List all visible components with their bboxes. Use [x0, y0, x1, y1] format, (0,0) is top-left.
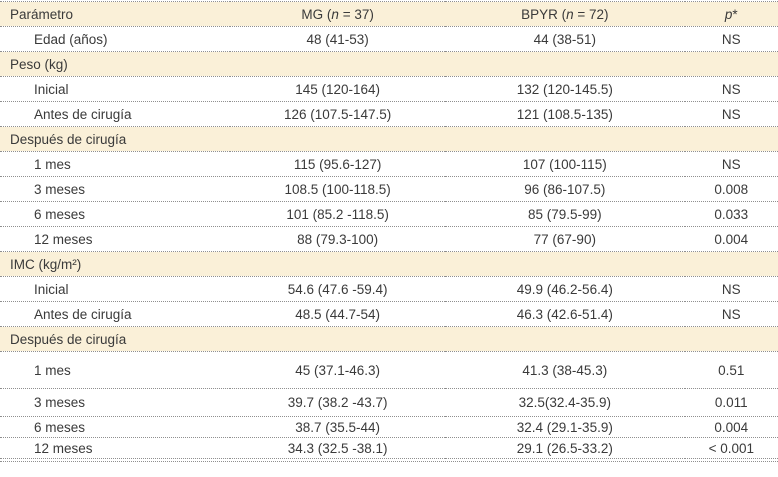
param-cell: 6 meses [34, 419, 86, 435]
mg-value-cell: 101 (85.2 -118.5) [286, 206, 389, 222]
section-row: IMC (kg/m²) [0, 251, 778, 277]
section-label: Peso (kg) [0, 51, 778, 77]
mg-value-cell: 45 (37.1-46.3) [295, 362, 381, 378]
table-row: Inicial 145 (120-164) 132 (120-145.5) NS [0, 77, 778, 102]
table-row: Antes de cirugía 126 (107.5-147.5) 121 (10… [0, 102, 778, 127]
param-cell: 3 meses [34, 395, 86, 410]
p-column-header: p* [724, 6, 738, 22]
p-value-cell: < 0.001 [708, 440, 755, 456]
param-cell: Antes de cirugía [34, 306, 132, 322]
header-row: Parámetro MG (n = 37) BPYR (n = 72) p* [0, 1, 778, 27]
bpyr-value-cell: 32.5(32.4-35.9) [518, 395, 611, 410]
mg-value-cell: 108.5 (100-118.5) [284, 181, 391, 197]
table-row: 1 mes 115 (95.6-127) 107 (100-115) NS [0, 152, 778, 177]
mg-value-cell: 145 (120-164) [295, 81, 381, 97]
section-row: Peso (kg) [0, 51, 778, 77]
table-row: 6 meses 38.7 (35.5-44) 32.4 (29.1-35.9) 0.0… [0, 417, 778, 438]
bpyr-value-cell: 121 (108.5-135) [516, 106, 613, 122]
mg-column-header: MG (n = 37) [301, 6, 374, 22]
p-value-cell: NS [721, 306, 741, 322]
mg-value-cell: 115 (95.6-127) [293, 156, 382, 172]
section-row: Después de cirugía [0, 126, 778, 152]
param-cell: 12 meses [34, 231, 93, 247]
bpyr-value-cell: 32.4 (29.1-35.9) [516, 419, 613, 435]
table-row: 3 meses 108.5 (100-118.5) 96 (86-107.5) 0.0… [0, 177, 778, 202]
p-value-cell: 0.004 [714, 419, 749, 435]
bpyr-value-cell: 96 (86-107.5) [524, 181, 606, 197]
mg-value-cell: 48.5 (44.7-54) [295, 306, 381, 322]
table-bottom-border [0, 459, 778, 462]
table-row: Inicial 54.6 (47.6 -59.4) 49.9 (46.2-56.4)… [0, 277, 778, 302]
mg-value-cell: 38.7 (35.5-44) [295, 419, 381, 435]
p-value-cell: NS [721, 31, 741, 47]
mg-value-cell: 126 (107.5-147.5) [283, 106, 392, 122]
p-value-cell: NS [721, 106, 741, 122]
table-row: 3 meses 39.7 (38.2 -43.7) 32.5(32.4-35.9) 0… [0, 389, 778, 417]
p-value-cell: 0.51 [718, 362, 745, 378]
table-body: Edad (años) 48 (41-53) 44 (38-51) NS Peso (k… [0, 27, 778, 459]
section-label: IMC (kg/m²) [0, 251, 778, 277]
p-value-cell: 0.004 [714, 231, 749, 247]
param-cell: 3 meses [34, 181, 86, 197]
section-label: Después de cirugía [0, 126, 778, 152]
bpyr-value-cell: 107 (100-115) [522, 156, 607, 172]
p-value-cell: NS [721, 281, 741, 297]
bpyr-value-cell: 132 (120-145.5) [516, 81, 613, 97]
bpyr-value-cell: 44 (38-51) [533, 31, 596, 47]
p-value-cell: 0.008 [714, 181, 749, 197]
table-row: 1 mes 45 (37.1-46.3) 41.3 (38-45.3) 0.51 [0, 352, 778, 389]
param-cell: Antes de cirugía [34, 106, 132, 122]
mg-value-cell: 54.6 (47.6 -59.4) [287, 281, 388, 297]
table-row: Antes de cirugía 48.5 (44.7-54) 46.3 (42.6… [0, 302, 778, 327]
table-row: 12 meses 88 (79.3-100) 77 (67-90) 0.004 [0, 227, 778, 252]
mg-value-cell: 34.3 (32.5 -38.1) [287, 440, 388, 456]
mg-value-cell: 48 (41-53) [306, 31, 369, 47]
bpyr-value-cell: 41.3 (38-45.3) [522, 362, 608, 378]
param-cell: 1 mes [34, 362, 71, 378]
mg-value-cell: 39.7 (38.2 -43.7) [287, 395, 388, 410]
mg-value-cell: 88 (79.3-100) [297, 231, 379, 247]
param-cell: Edad (años) [34, 31, 108, 47]
bpyr-value-cell: 29.1 (26.5-33.2) [516, 440, 613, 456]
param-cell: Inicial [34, 281, 69, 297]
param-cell: 6 meses [34, 206, 86, 222]
bpyr-value-cell: 77 (67-90) [533, 231, 596, 247]
bpyr-value-cell: 85 (79.5-99) [528, 206, 602, 222]
param-column-header: Parámetro [10, 6, 74, 22]
section-row: Después de cirugía [0, 326, 778, 352]
param-cell: Inicial [34, 81, 69, 97]
p-value-cell: 0.011 [714, 395, 748, 410]
table-row: 6 meses 101 (85.2 -118.5) 85 (79.5-99) 0.03… [0, 202, 778, 227]
bpyr-value-cell: 46.3 (42.6-51.4) [516, 306, 613, 322]
comparison-table: Parámetro MG (n = 37) BPYR (n = 72) p* Edad… [0, 1, 778, 459]
table-row: Edad (años) 48 (41-53) 44 (38-51) NS [0, 27, 778, 52]
section-label: Después de cirugía [0, 326, 778, 352]
p-value-cell: NS [721, 81, 741, 97]
table-row: 12 meses 34.3 (32.5 -38.1) 29.1 (26.5-33.2… [0, 438, 778, 459]
param-cell: 1 mes [34, 156, 71, 172]
param-cell: 12 meses [34, 440, 93, 456]
bpyr-column-header: BPYR (n = 72) [521, 6, 609, 22]
p-value-cell: 0.033 [714, 206, 749, 222]
p-value-cell: NS [721, 156, 741, 172]
bpyr-value-cell: 49.9 (46.2-56.4) [516, 281, 613, 297]
